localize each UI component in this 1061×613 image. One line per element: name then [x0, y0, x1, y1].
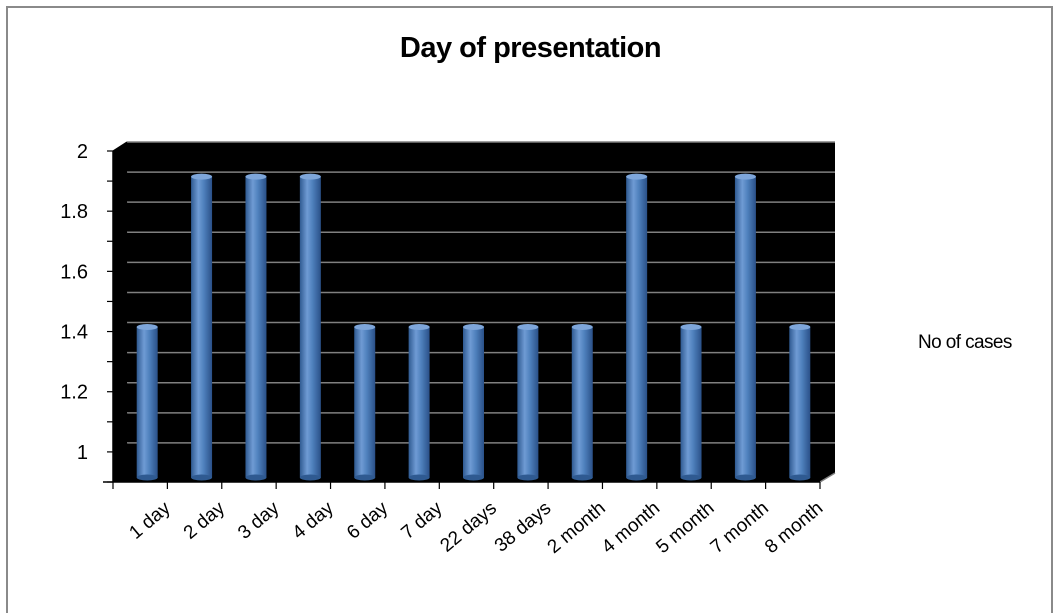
axis-depth-stub: [112, 382, 128, 393]
bar: [571, 327, 593, 478]
bar-base: [680, 474, 702, 481]
bar-top: [734, 173, 756, 180]
bar: [299, 176, 321, 478]
x-tick-label: 2 day: [180, 497, 229, 543]
bar-group: [517, 324, 539, 481]
bar: [136, 327, 158, 478]
bar-base: [517, 474, 539, 481]
x-tick-label: 3 day: [234, 497, 283, 543]
legend-series-label: No of cases: [918, 332, 1012, 353]
chart-title: Day of presentation: [399, 32, 662, 64]
bar-group: [571, 324, 593, 481]
bar-top: [136, 324, 158, 331]
bar-group: [680, 324, 702, 481]
bar-base: [571, 474, 593, 481]
bar: [789, 327, 811, 478]
axis-depth-stub: [112, 261, 128, 272]
x-tick-label: 4 month: [598, 498, 664, 558]
bar: [245, 176, 267, 478]
axis-depth-stub: [112, 442, 128, 453]
bar-base: [191, 474, 213, 481]
bar-top: [299, 173, 321, 180]
bar-group: [734, 173, 756, 481]
y-tick-label: 2: [77, 141, 88, 163]
axis-depth-stub: [112, 141, 128, 152]
bar-group: [136, 324, 158, 481]
bar-base: [734, 474, 756, 481]
x-tick-label: 2 month: [544, 498, 610, 558]
axis-depth-stub: [112, 322, 128, 333]
bar: [191, 176, 213, 478]
bar-top: [408, 324, 430, 331]
bar-group: [245, 173, 267, 481]
x-tick-label: 22 days: [436, 498, 500, 557]
bar-group: [463, 324, 484, 481]
bar-base: [354, 474, 376, 481]
bar-top: [571, 324, 593, 331]
bar-base: [789, 474, 811, 481]
bar-group: [191, 173, 213, 481]
axis-depth-stub: [112, 291, 128, 302]
bar-group: [299, 173, 321, 481]
axis-depth-stub: [112, 231, 128, 242]
bar-base: [463, 474, 484, 481]
floor-edge: [819, 472, 836, 483]
bar-top: [463, 324, 484, 331]
x-tick-label: 6 day: [343, 497, 392, 543]
bar-group: [789, 324, 811, 481]
axis-depth-stub: [112, 171, 128, 182]
bar-base: [136, 474, 158, 481]
y-tick-label: 1.4: [60, 322, 88, 344]
bar-top: [626, 173, 648, 180]
plot-area: [113, 142, 835, 482]
x-tick-label: 38 days: [491, 498, 555, 557]
bar-top: [680, 324, 702, 331]
x-tick-label: 1 day: [125, 497, 174, 543]
bar-group: [354, 324, 376, 481]
x-tick-label: 4 day: [289, 497, 338, 543]
bar-top: [354, 324, 376, 331]
bar: [463, 327, 484, 478]
axis-depth-stub: [112, 201, 128, 212]
axis-depth-stub: [112, 472, 128, 483]
bar-top: [191, 173, 213, 180]
y-tick-label: 1.6: [60, 261, 88, 283]
y-tick-label: 1.8: [60, 201, 88, 223]
bar-base: [299, 474, 321, 481]
axis-depth-stub: [112, 352, 128, 363]
bar-base: [245, 474, 267, 481]
bar: [517, 327, 539, 478]
axis-depth-stub: [112, 412, 128, 423]
bar-group: [408, 324, 430, 481]
x-tick-label: 7 month: [707, 498, 773, 558]
bar-top: [245, 173, 267, 180]
x-tick-label: 8 month: [761, 498, 827, 558]
bar: [408, 327, 430, 478]
bar: [354, 327, 376, 478]
bar-group: [626, 173, 648, 481]
bar: [626, 176, 648, 478]
bar: [734, 176, 756, 478]
x-tick-label: 5 month: [652, 498, 718, 558]
bar: [680, 327, 702, 478]
bar-top: [517, 324, 539, 331]
bar-base: [626, 474, 648, 481]
bar-top: [789, 324, 811, 331]
bar-base: [408, 474, 430, 481]
y-tick-label: 1: [77, 442, 88, 464]
y-tick-label: 1.2: [60, 382, 88, 404]
